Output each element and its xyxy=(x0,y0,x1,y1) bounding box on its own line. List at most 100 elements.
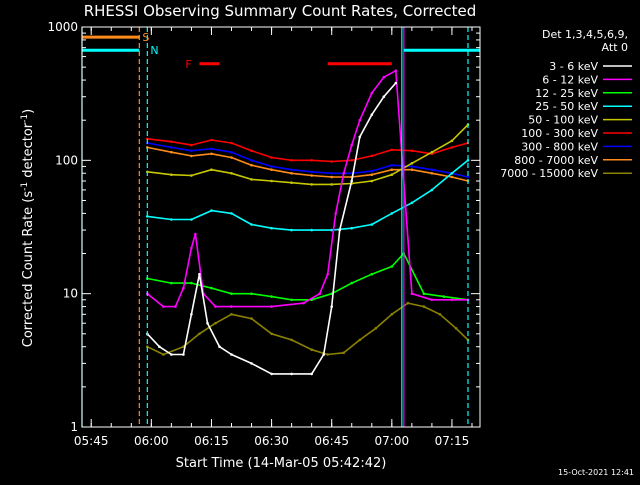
legend-entry-label: 25 - 50 keV xyxy=(535,100,598,113)
series-point xyxy=(210,138,213,142)
series-point xyxy=(250,163,253,167)
series-point xyxy=(230,141,233,145)
series-point xyxy=(302,301,305,305)
footer-date: 15-Oct-2021 12:41 xyxy=(558,468,634,477)
series-point xyxy=(370,223,374,226)
series-point xyxy=(450,175,454,179)
y-axis-label-mid: detector xyxy=(21,122,36,182)
x-axis-label: Start Time (14-Mar-05 05:42:42) xyxy=(176,456,387,471)
series-point xyxy=(210,209,213,212)
series-point xyxy=(170,140,173,143)
series-point xyxy=(250,149,253,152)
series-point xyxy=(230,313,233,316)
series-point xyxy=(250,362,253,365)
series-point xyxy=(430,168,434,171)
series-point xyxy=(442,295,446,298)
legend-entry-label: 3 - 6 keV xyxy=(549,60,598,73)
legend-entry-label: 6 - 12 keV xyxy=(542,73,598,86)
marker-label-s: S xyxy=(142,31,149,44)
series-point xyxy=(270,179,273,183)
series-point xyxy=(174,305,177,308)
series-point xyxy=(210,152,213,156)
series-point xyxy=(326,353,330,356)
series-point xyxy=(390,148,394,152)
series-point xyxy=(218,345,221,349)
series-point xyxy=(290,159,293,162)
series-point xyxy=(438,313,442,316)
y-axis-label-main: Corrected Count Rate (s xyxy=(21,191,36,348)
series-point xyxy=(290,172,293,175)
marker-label-f: F xyxy=(185,58,191,71)
legend-entry-label: 800 - 7000 keV xyxy=(514,154,598,167)
series-point xyxy=(430,150,434,154)
series-point xyxy=(182,353,185,356)
x-tick-label: 06:15 xyxy=(194,434,229,448)
series-point xyxy=(406,301,410,305)
y-axis-label: Corrected Count Rate (s-1 detector-1) xyxy=(20,109,36,347)
series-point xyxy=(334,212,338,215)
series-point xyxy=(270,226,273,230)
y-tick-label: 1 xyxy=(70,420,78,434)
series-point xyxy=(190,174,193,177)
series-point xyxy=(350,143,354,147)
series-point xyxy=(450,146,454,149)
series-point xyxy=(350,281,354,285)
series-point xyxy=(410,165,414,168)
y-axis-label-sup1: -1 xyxy=(20,182,30,191)
series-point xyxy=(170,150,173,154)
series-point xyxy=(330,228,334,232)
series-point xyxy=(330,160,334,163)
series-point xyxy=(290,338,293,342)
series-point xyxy=(370,179,374,183)
series-point xyxy=(390,313,394,316)
series-point xyxy=(230,156,233,159)
series-point xyxy=(410,168,414,171)
series-point xyxy=(190,313,193,316)
series-point xyxy=(390,168,394,171)
legend-header-attenuator: Att 0 xyxy=(602,41,628,54)
series-point xyxy=(230,212,233,215)
series-point xyxy=(394,69,398,72)
series-point xyxy=(206,321,209,325)
series-point xyxy=(146,345,149,349)
series-point xyxy=(290,181,293,184)
series-point xyxy=(330,305,334,308)
series-point xyxy=(330,183,334,186)
series-point xyxy=(290,372,293,376)
series-point xyxy=(330,175,334,179)
legend-entry-label: 300 - 800 keV xyxy=(521,140,598,153)
series-point xyxy=(250,159,253,162)
series-point xyxy=(190,246,193,250)
series-point xyxy=(326,272,330,276)
series-point xyxy=(370,272,374,276)
x-tick-label: 06:45 xyxy=(314,434,349,448)
series-point xyxy=(370,169,374,173)
series-point xyxy=(198,332,201,336)
series-point xyxy=(382,95,386,98)
series-point xyxy=(390,265,394,268)
series-point xyxy=(170,146,173,149)
series-point xyxy=(182,286,185,290)
series-point xyxy=(290,168,293,171)
series-point xyxy=(270,332,273,336)
series-point xyxy=(230,172,233,175)
series-point xyxy=(290,298,293,302)
series-point xyxy=(466,159,470,162)
series-point xyxy=(170,281,173,285)
series-point xyxy=(290,228,293,232)
series-point xyxy=(370,173,374,176)
series-point xyxy=(358,338,362,342)
series-point xyxy=(310,159,314,162)
series-point xyxy=(394,81,398,85)
x-tick-label: 06:00 xyxy=(134,434,169,448)
series-point xyxy=(270,168,273,171)
series-point xyxy=(430,298,434,302)
series-line-7000-15000-kev xyxy=(146,302,469,356)
series-point xyxy=(170,173,173,176)
legend-entry-label: 7000 - 15000 keV xyxy=(500,167,598,180)
series-point xyxy=(310,183,314,186)
series-point xyxy=(450,172,454,175)
series-point xyxy=(250,223,253,226)
series-line-6-12-kev xyxy=(146,69,468,308)
